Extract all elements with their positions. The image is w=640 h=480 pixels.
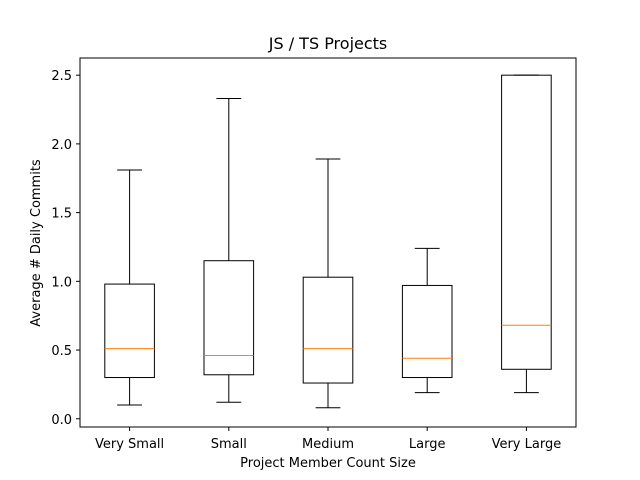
y-tick-label: 1.5 (51, 207, 72, 222)
box-iqr (203, 260, 255, 376)
y-tick-label: 2.5 (51, 69, 72, 84)
chart-title: JS / TS Projects (268, 34, 388, 53)
y-axis: 0.0 0.5 1.0 1.5 2.0 2.5 (51, 69, 80, 428)
box-very-small (104, 169, 155, 406)
x-tick-label: Medium (302, 437, 354, 452)
y-tick-label: 2.0 (51, 138, 72, 153)
box-iqr (302, 276, 354, 384)
box-iqr (401, 284, 453, 379)
x-axis: Very Small Small Medium Large Very Large (95, 427, 561, 452)
box-small (203, 98, 255, 403)
x-axis-label: Project Member Count Size (240, 456, 416, 471)
box-iqr (104, 283, 155, 379)
y-axis-label: Average # Daily Commits (29, 159, 44, 327)
x-tick-label: Very Large (492, 437, 562, 452)
x-tick-label: Large (409, 437, 446, 452)
plot-frame (79, 57, 577, 428)
x-tick-label: Small (211, 437, 247, 452)
y-tick-label: 1.0 (51, 275, 72, 290)
y-tick-label: 0.5 (51, 344, 72, 359)
x-tick-label: Very Small (95, 437, 164, 452)
box-medium (302, 158, 354, 409)
y-tick-label: 0.0 (51, 413, 72, 428)
box-series (104, 74, 552, 409)
box-large (401, 247, 453, 394)
box-very-large (501, 74, 552, 394)
box-iqr (501, 74, 552, 370)
